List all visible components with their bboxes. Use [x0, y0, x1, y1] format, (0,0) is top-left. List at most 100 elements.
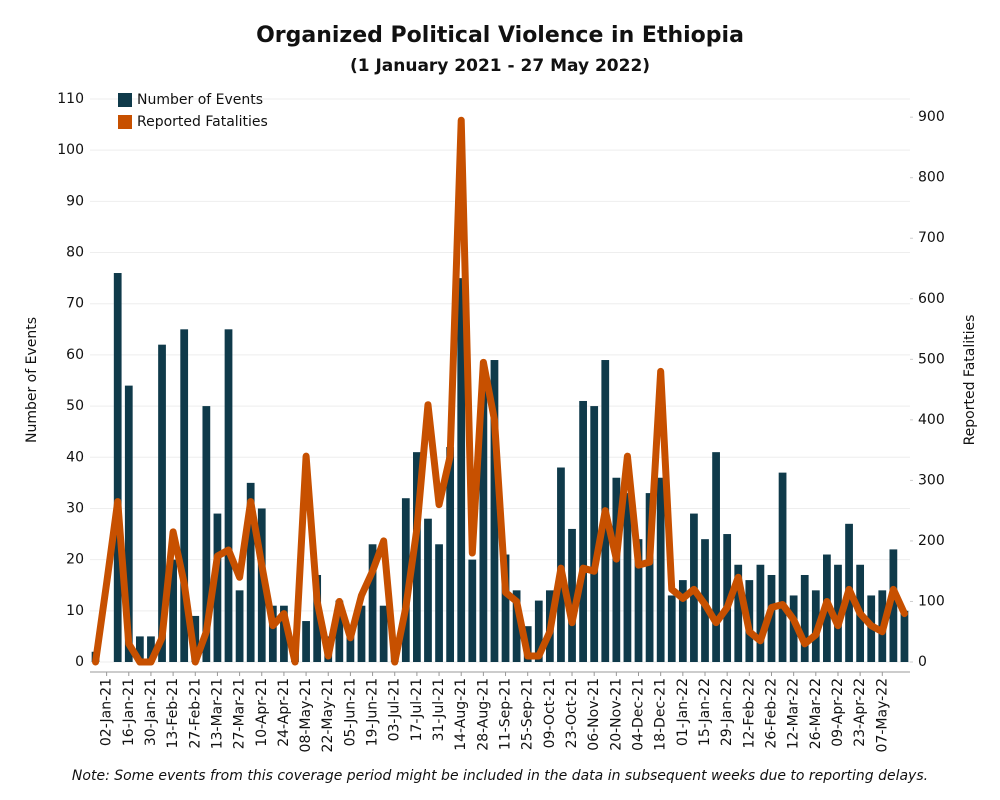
bar: [734, 564, 743, 662]
bar: [147, 636, 155, 662]
bar: [634, 539, 643, 662]
bar: [202, 406, 211, 662]
y2-tick-label: 100: [918, 593, 945, 609]
y2-axis-label: Reported Fatalities: [962, 315, 978, 446]
x-tick-label: 02-Jan-21: [99, 678, 115, 746]
y-tick-label: 20: [66, 552, 84, 568]
bar: [612, 477, 621, 662]
bar: [667, 595, 676, 662]
bar: [778, 472, 787, 662]
y2-tick-label: 900: [918, 109, 945, 125]
y2-tick-label: 700: [918, 230, 945, 246]
x-tick-label: 18-Dec-21: [653, 678, 669, 751]
y-tick-label: 110: [57, 91, 84, 107]
x-tick-label: 01-Jan-22: [675, 678, 691, 746]
bar: [169, 559, 177, 662]
x-tick-label: 09-Apr-22: [830, 678, 846, 747]
x-tick-label: 15-Jan-22: [697, 678, 713, 746]
x-tick-label: 14-Aug-21: [453, 678, 469, 751]
chart-subtitle: (1 January 2021 - 27 May 2022): [350, 56, 650, 76]
legend-label: Reported Fatalities: [137, 114, 268, 130]
x-tick-label: 06-Nov-21: [586, 678, 602, 751]
bar: [335, 600, 344, 662]
bar: [135, 636, 144, 662]
bar: [224, 329, 233, 662]
x-tick-label: 29-Jan-22: [719, 678, 735, 746]
x-tick-label: 07-May-22: [874, 678, 890, 752]
bar: [656, 477, 665, 662]
bar: [257, 508, 266, 662]
bar: [113, 273, 122, 662]
x-tick-label: 24-Apr-21: [276, 678, 292, 747]
y-tick-label: 100: [57, 142, 84, 158]
bar: [900, 610, 909, 662]
bar: [590, 406, 599, 662]
x-tick-label: 16-Jan-21: [121, 678, 137, 746]
bar: [379, 605, 388, 662]
bar: [712, 452, 720, 662]
x-tick-label: 19-Jun-21: [365, 678, 381, 746]
x-tick-label: 26-Feb-22: [763, 678, 779, 749]
y-tick-label: 70: [66, 296, 84, 312]
bar: [446, 447, 455, 662]
x-tick-label: 26-Mar-22: [808, 678, 824, 749]
bar: [435, 544, 443, 662]
note: Note: Some events from this coverage per…: [72, 768, 928, 784]
y-tick-label: 90: [66, 193, 84, 209]
x-tick-label: 22-May-21: [320, 678, 336, 752]
bar: [280, 605, 288, 662]
bar: [756, 564, 765, 662]
y2-tick-label: 500: [918, 351, 945, 367]
x-tick-label: 08-May-21: [298, 678, 314, 752]
x-tick-label: 12-Mar-22: [786, 678, 802, 749]
y2-tick-label: 0: [918, 654, 927, 670]
y2-tick-label: 600: [918, 291, 945, 307]
bar: [468, 559, 477, 662]
x-tick-label: 25-Sep-21: [520, 678, 536, 750]
x-tick-label: 20-Nov-21: [608, 678, 624, 751]
bar: [479, 380, 488, 662]
x-tick-label: 31-Jul-21: [431, 678, 447, 741]
y-tick-label: 60: [66, 347, 84, 363]
bar: [357, 605, 366, 662]
x-tick-label: 28-Aug-21: [475, 678, 491, 751]
bar: [501, 554, 510, 662]
x-tick-label: 30-Jan-21: [143, 678, 159, 746]
bar: [124, 385, 133, 662]
bar: [568, 528, 576, 662]
x-tick-label: 11-Sep-21: [498, 678, 514, 750]
bar: [302, 621, 310, 662]
bar: [789, 595, 798, 662]
x-tick-label: 04-Dec-21: [631, 678, 647, 751]
bar: [213, 513, 222, 662]
y2-tick-label: 800: [918, 170, 945, 186]
y-tick-label: 80: [66, 245, 84, 261]
legend-swatch: [118, 115, 132, 129]
bar: [235, 590, 244, 662]
bar: [490, 360, 499, 662]
x-tick-label: 13-Mar-21: [209, 678, 225, 749]
x-tick-label: 05-Jun-21: [342, 678, 358, 746]
bar: [180, 329, 189, 662]
line: [92, 116, 908, 666]
bar: [268, 605, 277, 662]
y-tick-label: 10: [66, 603, 84, 619]
y-tick-label: 40: [66, 449, 84, 465]
x-tick-label: 09-Oct-21: [542, 678, 558, 748]
x-tick-label: 10-Apr-21: [254, 678, 270, 747]
bar: [457, 278, 466, 662]
bar: [534, 600, 543, 662]
x-tick-label: 13-Feb-21: [165, 678, 181, 749]
chart-title: Organized Political Violence in Ethiopia: [256, 23, 744, 48]
y2-tick-label: 200: [918, 533, 945, 549]
bar: [368, 544, 377, 662]
y2-tick-label: 300: [918, 472, 945, 488]
y-axis-label: Number of Events: [24, 317, 40, 443]
bar: [834, 564, 842, 662]
bar: [645, 493, 654, 662]
bar: [246, 482, 255, 662]
bar: [889, 549, 898, 662]
y-tick-label: 50: [66, 398, 84, 414]
bar: [678, 580, 687, 662]
